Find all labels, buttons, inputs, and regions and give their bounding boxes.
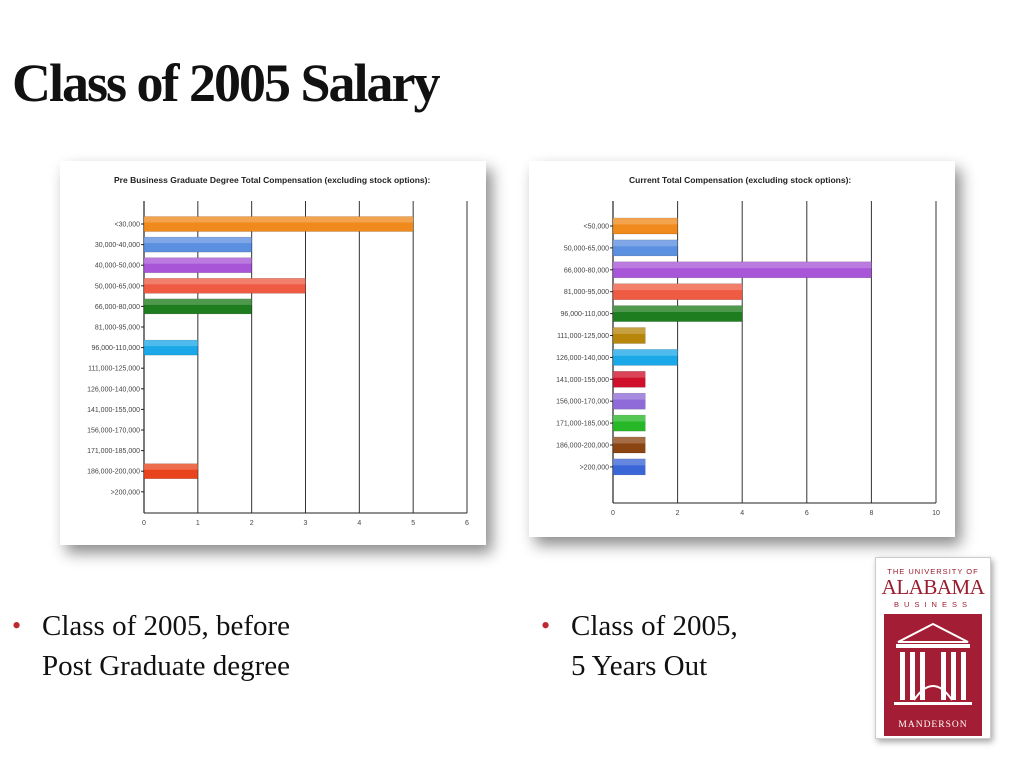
chart-pre-degree-compensation: Pre Business Graduate Degree Total Compe… (87, 175, 469, 527)
category-label: >200,000 (111, 489, 140, 496)
bar-highlight (144, 463, 198, 470)
bullet-five-years-out: • Class of 2005, 5 Years Out (541, 606, 738, 686)
logo-emblem: MANDERSON (884, 614, 982, 736)
bar-highlight (144, 237, 252, 244)
category-label: 141,000-155,000 (87, 407, 140, 414)
x-tick-label: 0 (611, 510, 615, 517)
category-label: 111,000-125,000 (557, 333, 609, 340)
category-label: 171,000-185,000 (556, 421, 609, 428)
bar (612, 458, 646, 476)
bar (612, 436, 646, 454)
bar (612, 239, 678, 257)
bullet-line: Post Graduate degree (42, 650, 291, 682)
logo-alabama-text: ALABAMA (881, 575, 985, 599)
logo-manderson-text: MANDERSON (898, 720, 968, 730)
bullet-line: Class of 2005, before (42, 610, 291, 642)
x-tick-label: 2 (250, 520, 254, 527)
bar (612, 283, 743, 300)
bar-highlight (613, 305, 743, 312)
category-label: 171,000-185,000 (87, 448, 140, 455)
category-label: 81,000-95,000 (95, 325, 140, 332)
bullet-before-degree: • Class of 2005, before Post Graduate de… (12, 606, 290, 686)
x-tick-label: 5 (411, 520, 415, 527)
bar (143, 339, 199, 356)
bar (612, 217, 678, 235)
bullet-line: 5 Years Out (571, 650, 708, 682)
category-label: 111,000-125,000 (88, 366, 140, 373)
category-label: 156,000-170,000 (87, 428, 140, 435)
bar-highlight (613, 261, 872, 269)
bar-highlight (613, 437, 646, 444)
category-label: >200,000 (580, 464, 609, 471)
category-label: 186,000-200,000 (87, 469, 140, 476)
bullet-line: Class of 2005, (571, 610, 738, 642)
bar (612, 371, 646, 388)
logo-business-text: BUSINESS (894, 600, 972, 609)
x-tick-label: 4 (740, 510, 744, 517)
category-label: 66,000-80,000 (95, 304, 140, 311)
bar-highlight (613, 349, 678, 356)
bar-highlight (613, 283, 743, 291)
category-label: 126,000-140,000 (556, 355, 609, 362)
category-label: 30,000-40,000 (95, 242, 140, 249)
x-tick-label: 10 (932, 510, 940, 517)
bar (612, 327, 646, 344)
bullet-dot-icon: • (541, 611, 551, 640)
x-tick-label: 0 (142, 520, 146, 527)
category-label: 81,000-95,000 (564, 289, 609, 296)
category-label: <30,000 (115, 222, 141, 229)
category-label: 50,000-65,000 (564, 245, 609, 252)
bullet-dot-icon: • (12, 611, 22, 640)
x-tick-label: 6 (465, 520, 469, 527)
category-label: 126,000-140,000 (87, 386, 140, 393)
x-tick-label: 2 (676, 510, 680, 517)
bar-highlight (613, 458, 646, 466)
category-label: 96,000-110,000 (91, 345, 140, 352)
x-tick-label: 6 (805, 510, 809, 517)
bar (143, 278, 306, 294)
x-tick-label: 4 (357, 520, 361, 527)
bar-highlight (144, 340, 198, 347)
category-label: <50,000 (584, 224, 610, 231)
category-label: 50,000-65,000 (95, 283, 140, 290)
columns-building-icon (894, 622, 972, 705)
bar (143, 236, 252, 253)
university-logo: THE UNIVERSITY OF ALABAMA BUSINESS MANDE… (875, 557, 991, 739)
bar (612, 305, 743, 322)
bar (143, 463, 199, 479)
bar-highlight (144, 257, 252, 264)
bar-highlight (144, 298, 252, 305)
category-label: 156,000-170,000 (556, 399, 609, 406)
chart-title: Current Total Compensation (excluding st… (629, 175, 851, 185)
bar-highlight (613, 415, 646, 422)
x-tick-label: 8 (869, 510, 873, 517)
category-label: 141,000-155,000 (556, 377, 609, 384)
category-label: 66,000-80,000 (564, 267, 609, 274)
bar-highlight (613, 371, 646, 378)
logo-university-text: THE UNIVERSITY OF (887, 567, 979, 576)
bar (143, 257, 252, 273)
bar (612, 261, 872, 279)
bar-highlight (144, 278, 306, 285)
bar-highlight (613, 239, 678, 247)
bar-highlight (144, 216, 414, 223)
bar (143, 216, 414, 232)
chart-current-compensation: Current Total Compensation (excluding st… (556, 175, 940, 517)
x-tick-label: 1 (196, 520, 200, 527)
category-label: 40,000-50,000 (95, 263, 140, 270)
x-tick-label: 3 (304, 520, 308, 527)
bar (612, 392, 646, 410)
category-label: 186,000-200,000 (556, 443, 609, 450)
chart-title: Pre Business Graduate Degree Total Compe… (114, 175, 430, 185)
bar-highlight (613, 327, 646, 334)
bar (612, 414, 646, 432)
slide-title: Class of 2005 Salary (12, 53, 441, 113)
bar (143, 298, 252, 315)
bar (612, 349, 678, 366)
chart-card-current: Current Total Compensation (excluding st… (529, 161, 955, 537)
chart-card-pre-degree: Pre Business Graduate Degree Total Compe… (60, 161, 486, 545)
bar-highlight (613, 393, 646, 400)
category-label: 96,000-110,000 (560, 311, 609, 318)
bar-highlight (613, 218, 678, 225)
